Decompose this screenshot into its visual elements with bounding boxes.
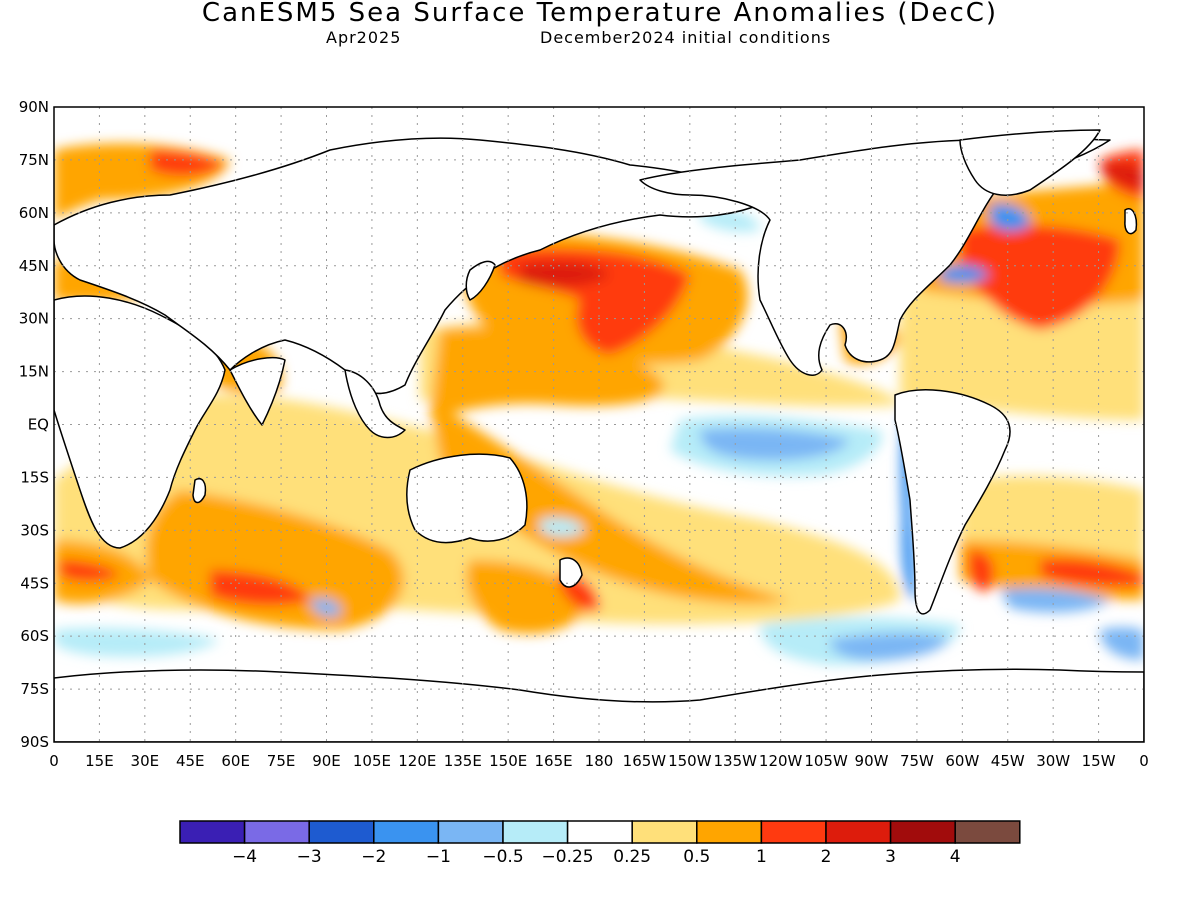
colorbar-label: 4 xyxy=(950,847,961,867)
colorbar-labels: −4 −3 −2 −1 −0.5 −0.25 0.25 0.5 1 2 3 4 xyxy=(232,847,961,867)
forecast-month: Apr2025 xyxy=(326,28,402,47)
colorbar-label: 0.25 xyxy=(613,847,651,867)
lat-label: 90N xyxy=(19,98,49,116)
lat-label: 60N xyxy=(19,204,49,222)
lon-label: 165E xyxy=(535,752,573,770)
map-frame xyxy=(53,106,1145,743)
colorbar-swatch xyxy=(760,820,827,844)
lon-label: 75E xyxy=(267,752,296,770)
lon-label: 30W xyxy=(1036,752,1070,770)
lon-label: 60E xyxy=(221,752,250,770)
colorbar-swatch xyxy=(825,820,892,844)
lon-label: 30E xyxy=(131,752,160,770)
lon-label: 0 xyxy=(1139,752,1149,770)
lon-label: 45E xyxy=(176,752,205,770)
colorbar-label: −0.25 xyxy=(542,847,594,867)
latitude-labels: 90N 75N 60N 45N 30N 15N EQ 15S 30S 45S 60S 75S 90S xyxy=(19,98,49,751)
initial-conditions: December2024 initial conditions xyxy=(540,28,832,47)
lat-label: 45S xyxy=(20,574,49,592)
lon-label: 180 xyxy=(585,752,614,770)
lon-label: 150E xyxy=(489,752,527,770)
colorbar-swatch xyxy=(308,820,375,844)
page-title: CanESM5 Sea Surface Temperature Anomalie… xyxy=(201,0,999,28)
colorbar-swatch xyxy=(502,820,569,844)
colorbar-swatch xyxy=(373,820,440,844)
lat-label: 75S xyxy=(20,680,49,698)
lon-label: 45W xyxy=(991,752,1025,770)
lon-label: 135W xyxy=(714,752,758,770)
colorbar-swatch xyxy=(631,820,698,844)
colorbar-swatch xyxy=(179,820,246,844)
colorbar-swatch xyxy=(889,820,956,844)
colorbar-label: 3 xyxy=(885,847,896,867)
colorbar-label: −0.5 xyxy=(482,847,523,867)
lat-label: 15S xyxy=(20,468,49,486)
colorbar-swatch xyxy=(243,820,310,844)
colorbar-label: 0.5 xyxy=(683,847,710,867)
colorbar-swatch xyxy=(566,820,633,844)
lon-label: 165W xyxy=(623,752,667,770)
lon-label: 15E xyxy=(85,752,114,770)
lon-label: 15W xyxy=(1082,752,1116,770)
lon-label: 120E xyxy=(398,752,436,770)
lat-label: 75N xyxy=(19,151,49,169)
lat-lon-grid xyxy=(54,107,1144,742)
longitude-labels: 0 15E 30E 45E 60E 75E 90E 105E 120E 135E 150E 165E 1… xyxy=(49,752,1149,770)
colorbar-swatch xyxy=(954,820,1021,844)
lon-label: 60W xyxy=(945,752,979,770)
colorbar-label: 1 xyxy=(756,847,767,867)
lon-label: 120W xyxy=(759,752,803,770)
lat-label: 45N xyxy=(19,257,49,275)
colorbar-label: −4 xyxy=(232,847,257,867)
lon-label: 90E xyxy=(312,752,341,770)
lon-label: 0 xyxy=(49,752,59,770)
lat-label: 60S xyxy=(20,627,49,645)
colorbar-label: −3 xyxy=(297,847,322,867)
lat-label: 90S xyxy=(20,733,49,751)
colorbar-label: −1 xyxy=(426,847,451,867)
lon-label: 105E xyxy=(353,752,391,770)
colorbar-swatch xyxy=(437,820,504,844)
colorbar-swatch xyxy=(696,820,763,844)
lon-label: 150W xyxy=(668,752,712,770)
lat-label: EQ xyxy=(28,416,49,434)
lat-label: 30N xyxy=(19,310,49,328)
colorbar-label: −2 xyxy=(361,847,386,867)
lon-label: 75W xyxy=(900,752,934,770)
lat-label: 30S xyxy=(20,521,49,539)
lon-label: 90W xyxy=(855,752,889,770)
lon-label: 105W xyxy=(804,752,848,770)
colorbar xyxy=(179,820,1021,844)
lat-label: 15N xyxy=(19,363,49,381)
lon-label: 135E xyxy=(444,752,482,770)
colorbar-label: 2 xyxy=(821,847,832,867)
